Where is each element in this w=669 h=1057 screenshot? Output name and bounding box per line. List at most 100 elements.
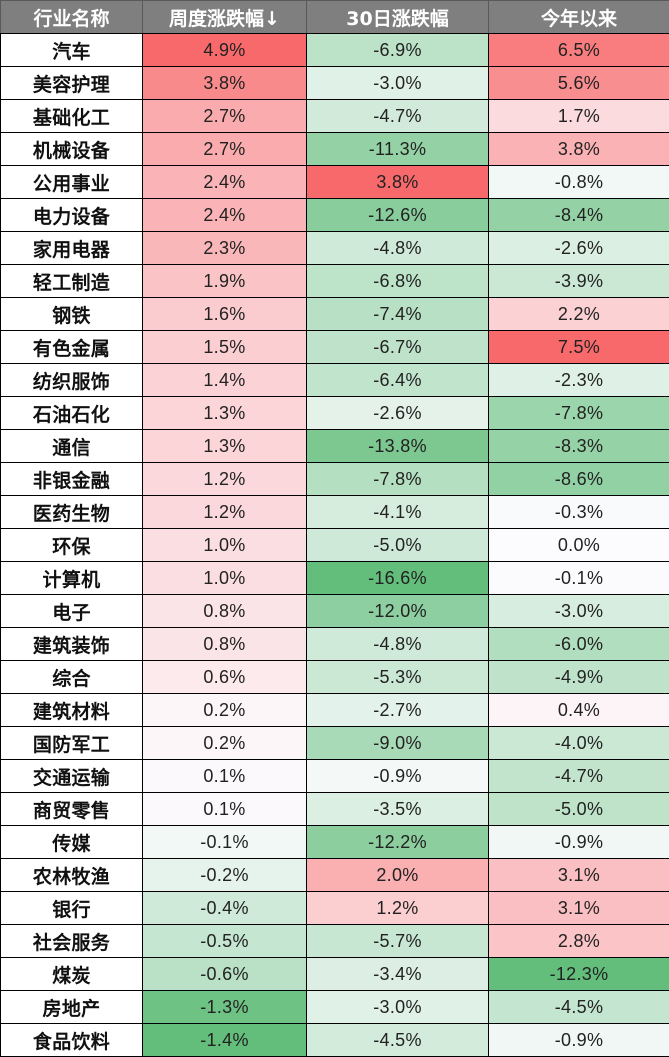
thirty-day-change-cell: 2.0% xyxy=(306,858,489,892)
table-row: 有色金属 1.5% -6.7% 7.5% xyxy=(0,330,669,364)
ytd-change-cell: -0.9% xyxy=(488,1023,669,1057)
weekly-change-cell: 2.4% xyxy=(142,165,307,199)
industry-name-cell: 房地产 xyxy=(0,990,143,1024)
thirty-day-change-cell: -4.5% xyxy=(306,1023,489,1057)
header-weekly-change-sorted-desc[interactable]: 周度涨跌幅↓ xyxy=(142,0,307,34)
table-row: 电子 0.8% -12.0% -3.0% xyxy=(0,594,669,628)
table-row: 石油石化 1.3% -2.6% -7.8% xyxy=(0,396,669,430)
ytd-change-cell: -7.8% xyxy=(488,396,669,430)
thirty-day-change-cell: -6.4% xyxy=(306,363,489,397)
industry-name-cell: 医药生物 xyxy=(0,495,143,529)
table-row: 轻工制造 1.9% -6.8% -3.9% xyxy=(0,264,669,298)
table-row: 美容护理 3.8% -3.0% 5.6% xyxy=(0,66,669,100)
weekly-change-cell: 4.9% xyxy=(142,33,307,67)
thirty-day-change-cell: -4.1% xyxy=(306,495,489,529)
weekly-change-cell: 2.3% xyxy=(142,231,307,265)
thirty-day-change-cell: -6.9% xyxy=(306,33,489,67)
table-row: 建筑装饰 0.8% -4.8% -6.0% xyxy=(0,627,669,661)
industry-name-cell: 交通运输 xyxy=(0,759,143,793)
thirty-day-change-cell: -3.0% xyxy=(306,66,489,100)
header-ytd-change[interactable]: 今年以来 xyxy=(488,0,669,34)
table-row: 交通运输 0.1% -0.9% -4.7% xyxy=(0,759,669,793)
table-row: 钢铁 1.6% -7.4% 2.2% xyxy=(0,297,669,331)
industry-name-cell: 钢铁 xyxy=(0,297,143,331)
weekly-change-cell: -0.6% xyxy=(142,957,307,991)
industry-name-cell: 汽车 xyxy=(0,33,143,67)
weekly-change-cell: 1.9% xyxy=(142,264,307,298)
industry-name-cell: 美容护理 xyxy=(0,66,143,100)
weekly-change-cell: 2.7% xyxy=(142,99,307,133)
table-row: 计算机 1.0% -16.6% -0.1% xyxy=(0,561,669,595)
thirty-day-change-cell: -7.8% xyxy=(306,462,489,496)
industry-name-cell: 纺织服饰 xyxy=(0,363,143,397)
thirty-day-change-cell: -12.6% xyxy=(306,198,489,232)
thirty-day-change-cell: -6.8% xyxy=(306,264,489,298)
table-row: 房地产 -1.3% -3.0% -4.5% xyxy=(0,990,669,1024)
table-row: 社会服务 -0.5% -5.7% 2.8% xyxy=(0,924,669,958)
ytd-change-cell: -2.3% xyxy=(488,363,669,397)
weekly-change-cell: 1.0% xyxy=(142,561,307,595)
weekly-change-cell: 1.2% xyxy=(142,462,307,496)
thirty-day-change-cell: -5.0% xyxy=(306,528,489,562)
industry-name-cell: 建筑材料 xyxy=(0,693,143,727)
industry-name-cell: 建筑装饰 xyxy=(0,627,143,661)
table-row: 建筑材料 0.2% -2.7% 0.4% xyxy=(0,693,669,727)
ytd-change-cell: -12.3% xyxy=(488,957,669,991)
table-row: 非银金融 1.2% -7.8% -8.6% xyxy=(0,462,669,496)
industry-name-cell: 石油石化 xyxy=(0,396,143,430)
thirty-day-change-cell: -11.3% xyxy=(306,132,489,166)
ytd-change-cell: -8.6% xyxy=(488,462,669,496)
header-30day-change[interactable]: 30日涨跌幅 xyxy=(306,0,489,34)
weekly-change-cell: 1.2% xyxy=(142,495,307,529)
industry-name-cell: 机械设备 xyxy=(0,132,143,166)
thirty-day-change-cell: -12.0% xyxy=(306,594,489,628)
table-row: 银行 -0.4% 1.2% 3.1% xyxy=(0,891,669,925)
weekly-change-cell: 1.5% xyxy=(142,330,307,364)
table-row: 农林牧渔 -0.2% 2.0% 3.1% xyxy=(0,858,669,892)
ytd-change-cell: -8.4% xyxy=(488,198,669,232)
weekly-change-cell: 0.6% xyxy=(142,660,307,694)
industry-name-cell: 综合 xyxy=(0,660,143,694)
weekly-change-cell: -1.4% xyxy=(142,1023,307,1057)
thirty-day-change-cell: -16.6% xyxy=(306,561,489,595)
ytd-change-cell: -4.7% xyxy=(488,759,669,793)
ytd-change-cell: -2.6% xyxy=(488,231,669,265)
thirty-day-change-cell: -12.2% xyxy=(306,825,489,859)
thirty-day-change-cell: -4.8% xyxy=(306,231,489,265)
weekly-change-cell: 1.4% xyxy=(142,363,307,397)
weekly-change-cell: 0.2% xyxy=(142,693,307,727)
industry-name-cell: 传媒 xyxy=(0,825,143,859)
table-row: 传媒 -0.1% -12.2% -0.9% xyxy=(0,825,669,859)
weekly-change-cell: 3.8% xyxy=(142,66,307,100)
industry-name-cell: 环保 xyxy=(0,528,143,562)
ytd-change-cell: -0.1% xyxy=(488,561,669,595)
industry-name-cell: 有色金属 xyxy=(0,330,143,364)
thirty-day-change-cell: -9.0% xyxy=(306,726,489,760)
table-row: 煤炭 -0.6% -3.4% -12.3% xyxy=(0,957,669,991)
industry-name-cell: 家用电器 xyxy=(0,231,143,265)
weekly-change-cell: 1.0% xyxy=(142,528,307,562)
ytd-change-cell: 5.6% xyxy=(488,66,669,100)
header-industry-name[interactable]: 行业名称 xyxy=(0,0,143,34)
table-row: 综合 0.6% -5.3% -4.9% xyxy=(0,660,669,694)
weekly-change-cell: 0.8% xyxy=(142,627,307,661)
ytd-change-cell: -4.9% xyxy=(488,660,669,694)
ytd-change-cell: -0.9% xyxy=(488,825,669,859)
thirty-day-change-cell: -2.7% xyxy=(306,693,489,727)
industry-name-cell: 银行 xyxy=(0,891,143,925)
table-row: 机械设备 2.7% -11.3% 3.8% xyxy=(0,132,669,166)
weekly-change-cell: -0.1% xyxy=(142,825,307,859)
thirty-day-change-cell: -7.4% xyxy=(306,297,489,331)
table-row: 纺织服饰 1.4% -6.4% -2.3% xyxy=(0,363,669,397)
industry-name-cell: 社会服务 xyxy=(0,924,143,958)
ytd-change-cell: -5.0% xyxy=(488,792,669,826)
industry-name-cell: 电子 xyxy=(0,594,143,628)
industry-name-cell: 轻工制造 xyxy=(0,264,143,298)
ytd-change-cell: 2.8% xyxy=(488,924,669,958)
table-row: 电力设备 2.4% -12.6% -8.4% xyxy=(0,198,669,232)
weekly-change-cell: -0.5% xyxy=(142,924,307,958)
thirty-day-change-cell: -3.0% xyxy=(306,990,489,1024)
ytd-change-cell: -8.3% xyxy=(488,429,669,463)
industry-name-cell: 农林牧渔 xyxy=(0,858,143,892)
